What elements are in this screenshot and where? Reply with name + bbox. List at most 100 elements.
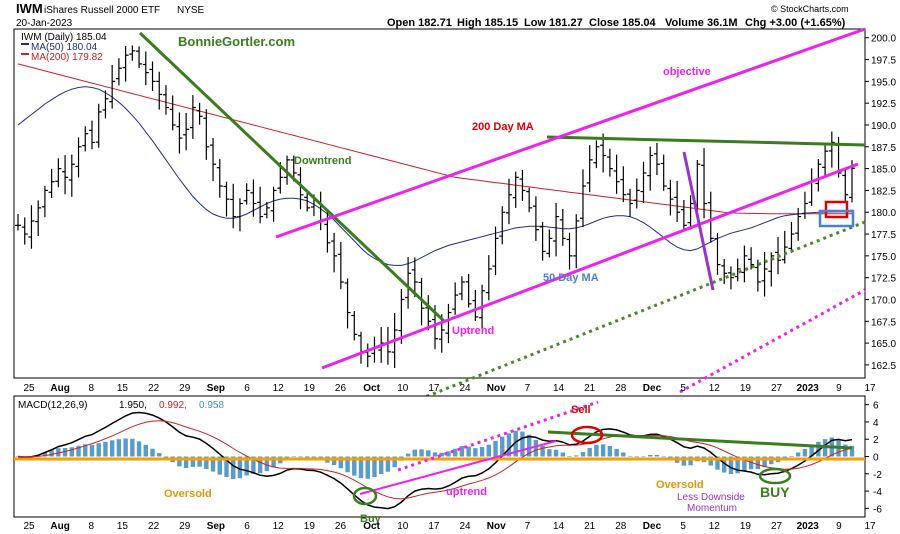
price-x-tick-label: Nov <box>487 383 506 394</box>
ohlc-bar <box>680 200 687 231</box>
macd-hist-bar <box>157 453 162 457</box>
oversold-label-left: Oversold <box>164 488 212 500</box>
macd-x-tick-label: 27 <box>771 521 783 532</box>
price-x-tick-label: 26 <box>335 383 347 394</box>
ohlc-bar <box>28 205 35 249</box>
ohlc-bar <box>499 206 506 245</box>
ohlc-bar <box>761 252 768 297</box>
macd-hist-bar <box>291 456 296 458</box>
price-y-tick-label: 195.0 <box>871 77 896 88</box>
ma200-label: 200 Day MA <box>472 121 534 133</box>
price-x-tick-label: 15 <box>117 383 129 394</box>
macd-hist-bar <box>298 456 303 458</box>
macd-hist-bar <box>378 456 384 475</box>
macd-uptrend-line <box>359 440 557 495</box>
macd-histogram <box>15 430 855 480</box>
macd-x-tick-label: 17 <box>428 521 440 532</box>
price-x-tick-label: 14 <box>553 383 565 394</box>
macd-hist-bar <box>735 456 740 474</box>
ohlc-bar <box>263 202 270 219</box>
price-x-tick-label: 24 <box>460 383 472 394</box>
ohlc-bar <box>721 259 728 285</box>
macd-hist-bar <box>500 436 505 457</box>
ohlc-bar <box>559 208 566 246</box>
ohlc-bar <box>62 155 69 195</box>
ohlc-bar <box>754 259 761 292</box>
ohlc-bar <box>21 217 28 245</box>
ohlc-bar <box>337 241 344 290</box>
macd-hist-bar <box>600 444 606 457</box>
macd-line <box>17 411 853 510</box>
ohlc-bar <box>701 148 708 219</box>
price-x-tick-label: 12 <box>709 383 721 394</box>
price-x-tick-label: 6 <box>244 383 250 394</box>
ohlc-bar <box>842 169 849 203</box>
macd-hist-bar <box>412 449 418 457</box>
ohlc-bar <box>176 112 183 154</box>
ohlc-bar <box>815 159 822 192</box>
ohlc-bar <box>122 46 129 82</box>
macd-hist-bar <box>69 447 75 457</box>
ohlc-bar <box>210 137 217 182</box>
macd-hist-bar <box>816 441 821 457</box>
ohlc-bar <box>505 178 512 225</box>
macd-hist-bar <box>338 456 344 469</box>
macd-x-tick-label: 14 <box>553 521 565 532</box>
macd-hist-bar <box>795 452 801 457</box>
ohlc-bar <box>707 191 714 243</box>
stat-high: High 185.15 <box>457 17 518 29</box>
signal-line <box>17 420 853 500</box>
macd-hist-bar <box>150 448 155 457</box>
price-x-tick-label: 10 <box>397 383 409 394</box>
ohlc-bar <box>546 229 553 258</box>
price-panel <box>13 28 866 379</box>
price-y-tick-label: 177.5 <box>871 230 896 241</box>
price-x-tick-label: 22 <box>148 383 160 394</box>
macd-resistance-line <box>547 430 853 450</box>
macd-x-tick-label: 15 <box>117 521 129 532</box>
macd-hist-bar <box>365 456 370 479</box>
ohlc-bar <box>203 109 210 160</box>
price-y-tick-label: 162.5 <box>871 361 896 372</box>
stockcharts-credit: © StockCharts.com <box>771 4 849 14</box>
macd-hist-bar <box>190 456 196 467</box>
ohlc-bar <box>795 207 802 241</box>
macd-hist-bar <box>594 444 599 457</box>
downtrend-label: Downtrend <box>294 155 351 167</box>
ohlc-bar <box>472 289 479 321</box>
price-x-tick-label: 8 <box>89 383 95 394</box>
ohlc-bar <box>230 183 237 229</box>
macd-x-tick-label: 10 <box>397 521 409 532</box>
price-x-tick-label: 25 <box>23 383 35 394</box>
macd-hist-bar <box>251 456 256 474</box>
ohlc-bar <box>512 171 519 208</box>
price-x-tick-label: Dec <box>643 383 662 394</box>
ohlc-bar <box>519 169 526 202</box>
macd-hist-bar <box>742 456 747 471</box>
ohlc-bar <box>600 133 607 173</box>
macd-hist-bar <box>210 456 216 472</box>
macd-hist-bar <box>231 456 236 480</box>
price-y-tick-label: 182.5 <box>871 186 896 197</box>
macd-hist-bar <box>56 448 61 457</box>
macd-hist-bar <box>627 455 633 457</box>
macd-x-tick-label: Aug <box>50 521 69 532</box>
ohlc-bar <box>674 180 681 222</box>
macd-hist-bar <box>466 446 471 457</box>
less-downside-label: Less Downside <box>677 492 745 503</box>
ohlc-bar <box>162 85 169 115</box>
price-y-tick-label: 187.5 <box>871 143 896 154</box>
macd-hist-bar <box>76 445 81 457</box>
macd-hist-bar <box>641 456 646 458</box>
ohlc-bar <box>539 221 546 261</box>
macd-hist-bar <box>143 444 148 457</box>
macd-hist-bar <box>715 456 720 470</box>
macd-hist-bar <box>648 454 653 457</box>
price-x-tick-label: 2023 <box>797 383 820 394</box>
macd-hist-bar <box>802 449 808 457</box>
ohlc-bar <box>102 90 109 119</box>
ohlc-bar <box>405 257 412 309</box>
price-y-tick-label: 200.0 <box>871 34 896 45</box>
ohlc-bar <box>95 103 102 148</box>
chart-date: 20-Jan-2023 <box>16 18 73 29</box>
